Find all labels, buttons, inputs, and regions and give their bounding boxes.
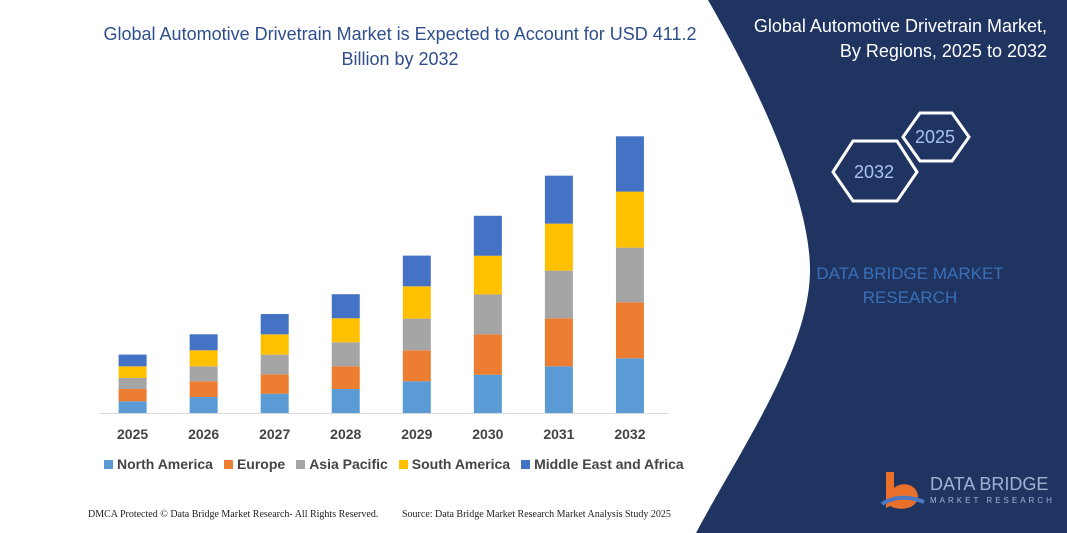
bar-segment-2027-2 xyxy=(260,354,289,375)
legend-swatch xyxy=(223,459,233,469)
bar-segment-2032-2 xyxy=(615,247,644,303)
bar-segment-2030-0 xyxy=(473,374,502,413)
bar-segment-2025-1 xyxy=(118,388,147,402)
x-tick-label: 2031 xyxy=(543,426,574,442)
bar-segment-2026-4 xyxy=(189,334,218,351)
bar-segment-2032-0 xyxy=(615,358,644,413)
watermark-text: DATA BRIDGE MARKET RESEARCH xyxy=(810,262,1010,310)
side-title: Global Automotive Drivetrain Market, By … xyxy=(687,14,1047,64)
legend-label: South America xyxy=(411,456,511,472)
x-tick-label: 2029 xyxy=(401,426,432,442)
x-tick-label: 2032 xyxy=(614,426,645,442)
bar-segment-2028-1 xyxy=(331,366,360,389)
logo-name: DATA BRIDGE xyxy=(930,474,1049,494)
bar-segment-2030-3 xyxy=(473,255,502,295)
legend-swatch xyxy=(104,459,113,469)
legend-label: Middle East and Africa xyxy=(534,456,684,472)
legend-item: South America xyxy=(398,456,511,472)
legend-label: North America xyxy=(117,456,213,472)
logo-icon xyxy=(880,472,925,509)
bar-segment-2030-1 xyxy=(473,334,502,375)
x-tick-label: 2025 xyxy=(117,426,148,442)
bar-segment-2031-3 xyxy=(544,223,573,271)
bar-segment-2027-3 xyxy=(260,334,289,355)
footer-copyright: DMCA Protected © Data Bridge Market Rese… xyxy=(88,509,379,520)
legend-label: Asia Pacific xyxy=(309,456,388,472)
footer-source: Source: Data Bridge Market Research Mark… xyxy=(402,509,671,520)
legend-swatch xyxy=(521,459,531,469)
watermark-line2: RESEARCH xyxy=(862,288,958,307)
hexagon-label-2025: 2025 xyxy=(915,127,956,147)
bar-segment-2029-3 xyxy=(402,286,431,319)
stacked-bar-chart: 2025 2026 2027 2028 2029 2030 2031 2032 xyxy=(100,136,668,442)
bar-segment-2031-2 xyxy=(544,270,573,319)
hexagon-2025 xyxy=(901,111,971,163)
bar-segment-2026-2 xyxy=(189,366,218,382)
bar-segment-2029-4 xyxy=(402,255,431,287)
hexagon-label-2032: 2032 xyxy=(854,162,895,182)
bar-segment-2032-4 xyxy=(615,136,644,192)
bar-segment-2028-3 xyxy=(331,318,360,343)
bar-segment-2029-2 xyxy=(402,318,431,351)
side-title-line1: Global Automotive Drivetrain Market, xyxy=(753,16,1047,36)
side-title-line2: By Regions, 2025 to 2032 xyxy=(839,41,1047,61)
legend: North America Europe Asia Pacific South Ame… xyxy=(104,456,684,472)
bar-segment-2025-0 xyxy=(118,401,147,413)
bar-segment-2030-4 xyxy=(473,215,502,256)
legend-item: Europe xyxy=(223,456,286,472)
legend-item: Middle East and Africa xyxy=(521,456,684,472)
watermark-line1: DATA BRIDGE MARKET xyxy=(816,264,1004,283)
x-tick-label: 2026 xyxy=(188,426,219,442)
bar-segment-2032-1 xyxy=(615,302,644,359)
legend-swatch xyxy=(296,459,306,469)
bar-segment-2031-0 xyxy=(544,366,573,413)
chart-title: Global Automotive Drivetrain Market is E… xyxy=(103,24,697,69)
bar-segment-2027-4 xyxy=(260,314,289,335)
legend-item: North America xyxy=(104,456,213,472)
side-panel xyxy=(696,0,1067,533)
logo: DATA BRIDGE MARKET RESEARCH xyxy=(880,468,1052,519)
x-tick-label: 2030 xyxy=(472,426,503,442)
bar-segment-2026-1 xyxy=(189,381,218,397)
bar-segment-2025-2 xyxy=(118,378,147,389)
bar-segment-2026-3 xyxy=(189,350,218,367)
legend-swatch xyxy=(398,459,408,469)
x-tick-label: 2028 xyxy=(330,426,361,442)
bar-segment-2031-1 xyxy=(544,318,573,367)
bar-segment-2029-1 xyxy=(402,350,431,382)
bar-segment-2028-2 xyxy=(331,342,360,367)
bar-segment-2028-0 xyxy=(331,388,360,413)
bar-segment-2025-4 xyxy=(118,354,147,367)
bar-segment-2025-3 xyxy=(118,366,147,379)
bar-segment-2029-0 xyxy=(402,381,431,413)
logo-tagline: MARKET RESEARCH xyxy=(930,496,1055,505)
bar-segment-2026-0 xyxy=(189,396,218,413)
bar-segment-2030-2 xyxy=(473,294,502,335)
bar-segment-2032-3 xyxy=(615,191,644,248)
bar-segment-2027-0 xyxy=(260,393,289,413)
bar-segment-2027-1 xyxy=(260,374,289,394)
legend-item: Asia Pacific xyxy=(296,456,388,472)
legend-label: Europe xyxy=(236,456,286,472)
bar-segment-2028-4 xyxy=(331,294,360,319)
x-tick-label: 2027 xyxy=(259,426,290,442)
bar-segment-2031-4 xyxy=(544,175,573,224)
hexagon-2032 xyxy=(831,139,919,203)
